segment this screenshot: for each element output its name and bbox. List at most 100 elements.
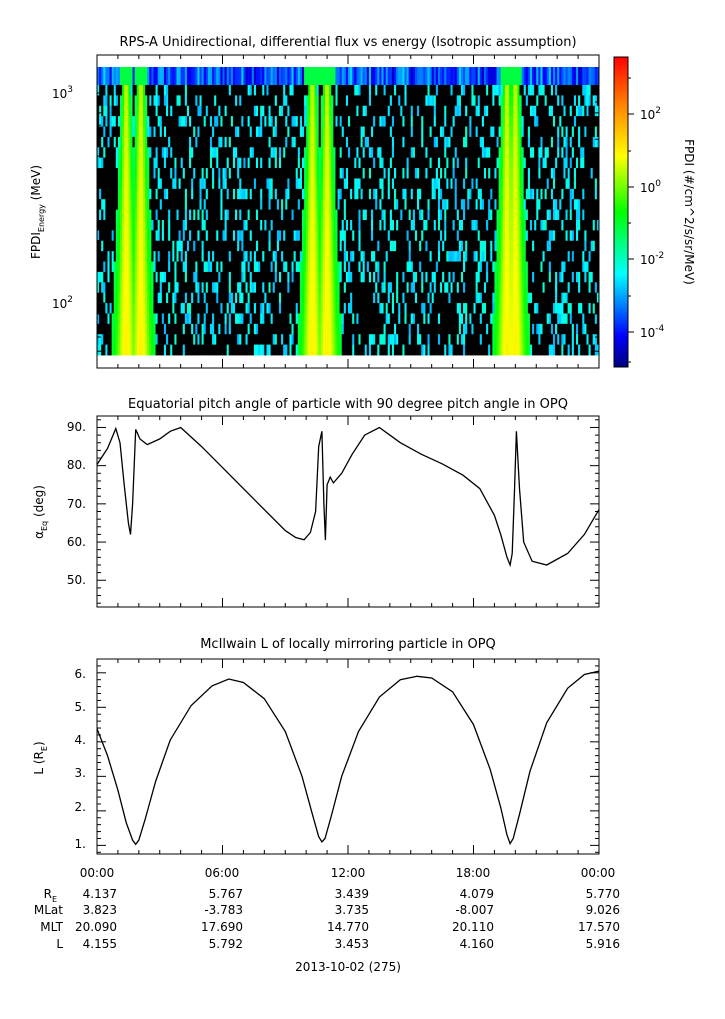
spectrogram-cell (592, 271, 596, 283)
spectrogram-cell (134, 95, 138, 107)
spectrogram-cell (163, 116, 167, 127)
spectrogram-cell (128, 116, 131, 127)
spectrogram-cell (203, 136, 207, 148)
spectrogram-cell (488, 251, 491, 262)
spectrogram-cell (490, 271, 493, 283)
spectrogram-cell (343, 220, 347, 231)
spectrogram-cell (310, 147, 313, 159)
spectrogram-cell (174, 67, 177, 85)
spectrogram-cell (368, 67, 372, 85)
spectrogram-cell (285, 261, 288, 273)
spectrogram-cell (456, 271, 460, 283)
spectrogram-cell (232, 230, 236, 242)
spectrogram-cell (258, 230, 261, 242)
spectrogram-cell (596, 95, 600, 107)
spectrogram-cell (550, 188, 554, 200)
spectrogram-cell (467, 220, 470, 231)
spectrogram-cell (191, 199, 194, 211)
spectrogram-cell (151, 188, 154, 200)
spectrogram-cell (189, 220, 192, 231)
spectrogram-cell (437, 95, 441, 107)
spectrogram-cell (465, 178, 468, 190)
spectrogram-cell (519, 136, 523, 148)
spectrogram-cell (483, 136, 487, 148)
spectrogram-cell (404, 240, 407, 252)
spectrogram-cell (312, 261, 315, 273)
spectrogram-cell (345, 188, 349, 200)
spectrogram-cell (559, 126, 562, 138)
spectrogram-cell (360, 230, 364, 242)
spectrogram-cell (216, 126, 219, 138)
spectrogram-cell (513, 157, 516, 169)
spectrogram-cell (176, 261, 179, 273)
spectrogram-cell (573, 105, 577, 117)
spectrogram-cell (563, 67, 566, 85)
spectrogram-cell (201, 95, 205, 107)
spectrogram-cell (266, 209, 269, 221)
spectrogram-cell (469, 105, 472, 117)
spectrogram-cell (237, 157, 240, 169)
spectrogram-cell (431, 147, 435, 159)
spectrogram-cell (596, 105, 600, 117)
spectrogram-cell (128, 67, 131, 85)
spectrogram-cell (222, 251, 225, 262)
spectrogram-cell (207, 271, 211, 283)
spectrogram-cell (542, 251, 546, 262)
spectrogram-cell (176, 147, 179, 159)
spectrogram-cell (385, 95, 389, 107)
spectrogram-cell (538, 85, 541, 96)
spectrogram-cell (578, 188, 581, 200)
spectrogram-cell (258, 95, 261, 107)
spectrogram-cell (266, 178, 269, 190)
spectrogram-cell (230, 220, 234, 231)
spectrogram-cell (176, 199, 179, 211)
spectrogram-cell (134, 116, 138, 127)
spectrogram-cell (232, 67, 236, 85)
spectrogram-cell (247, 282, 251, 294)
spectrogram-cell (394, 95, 397, 107)
spectrogram-cell (180, 240, 184, 252)
spectrogram-cell (212, 251, 215, 262)
spectrogram-cell (107, 85, 110, 96)
spectrogram-cell (262, 282, 265, 294)
spectrogram-cell (166, 251, 169, 262)
spectrogram-cell (575, 126, 579, 138)
spectrogram-cell (249, 126, 253, 138)
spectrogram-cell (389, 126, 393, 138)
spectrogram-cell (414, 251, 418, 262)
spectrogram-cell (573, 136, 577, 148)
spectrogram-cell (527, 105, 531, 117)
spectrogram-cell (220, 220, 223, 231)
spectrogram-cell (214, 105, 217, 117)
spectrogram-cell (184, 136, 188, 148)
spectrogram-cell (471, 220, 474, 231)
spectrogram-cell (124, 178, 127, 190)
spectrogram-cell (145, 85, 148, 96)
spectrogram-cell (136, 168, 140, 179)
spectrogram-cell (337, 230, 341, 242)
spectrogram-cell (140, 178, 144, 190)
spectrogram-cell (235, 85, 238, 96)
spectrogram-cell (207, 199, 211, 211)
spectrogram-cell (417, 271, 420, 283)
spectrogram-cell (442, 199, 445, 211)
spectrogram-cell (180, 251, 184, 262)
spectrogram-cell (235, 157, 238, 169)
spectrogram-cell (400, 95, 403, 107)
spectrogram-cell (306, 126, 309, 138)
spectrogram-cell (437, 271, 441, 283)
spectrogram-cell (335, 199, 338, 211)
spectrogram-cell (546, 168, 550, 179)
spectrogram-cell (354, 230, 357, 242)
spectrogram-cell (500, 126, 504, 138)
spectrogram-cell (498, 157, 502, 169)
spectrogram-cell (356, 240, 359, 252)
spectrogram-cell (253, 116, 257, 127)
spectrogram-cell (182, 282, 186, 294)
spectrogram-cell (232, 209, 236, 221)
spectrogram-cell (559, 136, 562, 148)
spectrogram-cell (295, 126, 299, 138)
spectrogram-cell (155, 199, 159, 211)
spectrogram-cell (201, 67, 205, 85)
spectrogram-cell (502, 251, 506, 262)
